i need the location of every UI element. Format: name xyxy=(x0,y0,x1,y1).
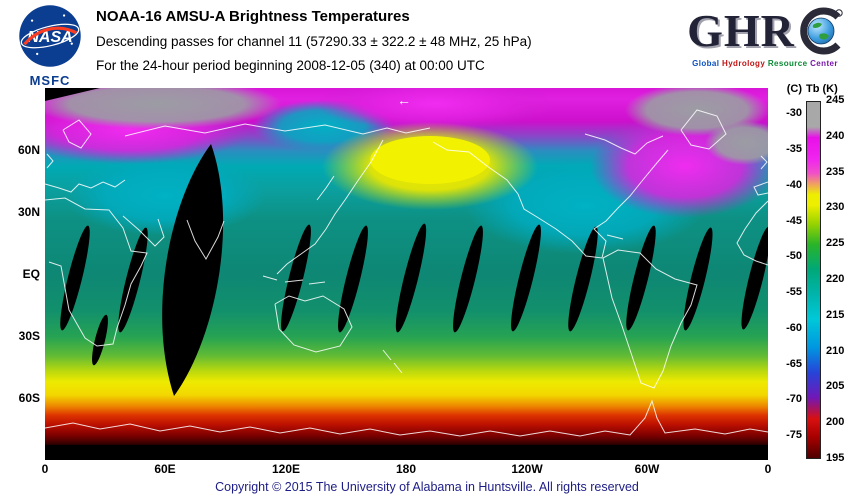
y-axis-label: 60S xyxy=(18,391,40,405)
x-axis-label: 0 xyxy=(41,462,49,476)
colorbar-c-tick: -60 xyxy=(786,322,802,334)
colorbar-c-tick: -50 xyxy=(786,250,802,262)
colorbar-k-tick: 205 xyxy=(826,380,845,392)
subtitle-period: For the 24-hour period beginning 2008-12… xyxy=(96,58,485,73)
tagline-word: Resource xyxy=(767,59,808,68)
colorbar-c-tick: -65 xyxy=(786,358,802,370)
subtitle-channel: Descending passes for channel 11 (57290.… xyxy=(96,34,532,49)
colorbar-c-tick: -55 xyxy=(786,286,802,298)
x-axis-label: 60E xyxy=(154,462,176,476)
msfc-label: MSFC xyxy=(29,73,71,88)
x-axis-label: 120E xyxy=(271,462,301,476)
colorbar-k-tick: 200 xyxy=(826,416,845,428)
brightness-temperature-map: ← xyxy=(45,88,768,460)
colorbar-kelvin-header: Tb (K) xyxy=(806,83,838,95)
colorbar-k-tick: 210 xyxy=(826,345,845,357)
colorbar-c-tick: -30 xyxy=(786,107,802,119)
y-axis-label: EQ xyxy=(22,267,40,281)
nasa-logo: NASA MSFC xyxy=(12,4,88,88)
colorbar-k-tick: 230 xyxy=(826,201,845,213)
colorbar-k-tick: 225 xyxy=(826,237,845,249)
y-axis-label: 30S xyxy=(18,329,40,343)
ghrc-logo-letters: GHR xyxy=(687,5,795,56)
colorbar-c-tick: -70 xyxy=(786,393,802,405)
colorbar-celsius-header: (C) xyxy=(786,83,802,95)
title-block: NOAA-16 AMSU-A Brightness Temperatures D… xyxy=(96,8,532,73)
tb-field-anomalies xyxy=(45,88,768,254)
colorbar-c-tick: -45 xyxy=(786,215,802,227)
x-axis-label: 180 xyxy=(395,462,417,476)
colorbar-k-tick: 215 xyxy=(826,309,845,321)
coastlines-overlay xyxy=(45,109,768,437)
colorbar-c-tick: -40 xyxy=(786,179,802,191)
colorbar-c-tick: -35 xyxy=(786,143,802,155)
tagline-word: Center xyxy=(810,59,838,68)
x-axis-label: 0 xyxy=(764,462,772,476)
copyright-text: Copyright © 2015 The University of Alaba… xyxy=(215,480,639,494)
ghrc-tagline: Global Hydrology Resource Center xyxy=(680,59,850,68)
colorbar-k-tick: 245 xyxy=(826,94,845,106)
ghrc-c-globe-icon xyxy=(800,7,843,55)
colorbar-k-tick: 220 xyxy=(826,273,845,285)
colorbar-k-tick: 195 xyxy=(826,452,845,464)
colorbar-c-tick: -75 xyxy=(786,429,802,441)
y-axis-label: 60N xyxy=(17,143,40,157)
orbit-start-arrow-icon: ← xyxy=(397,92,411,108)
tagline-word: Hydrology xyxy=(722,59,766,68)
colorbar-strip xyxy=(806,101,821,459)
tagline-word: Global xyxy=(692,59,720,68)
colorbar-k-tick: 235 xyxy=(826,166,845,178)
ghrc-logo: GHR Global xyxy=(680,5,850,68)
colorbar-k-tick: 240 xyxy=(826,130,845,142)
x-axis-label: 120W xyxy=(511,462,543,476)
page-title: NOAA-16 AMSU-A Brightness Temperatures xyxy=(96,8,410,25)
nasa-meatball-icon: NASA xyxy=(19,5,81,67)
x-axis-label: 60W xyxy=(634,462,660,476)
y-axis-label: 30N xyxy=(17,205,40,219)
